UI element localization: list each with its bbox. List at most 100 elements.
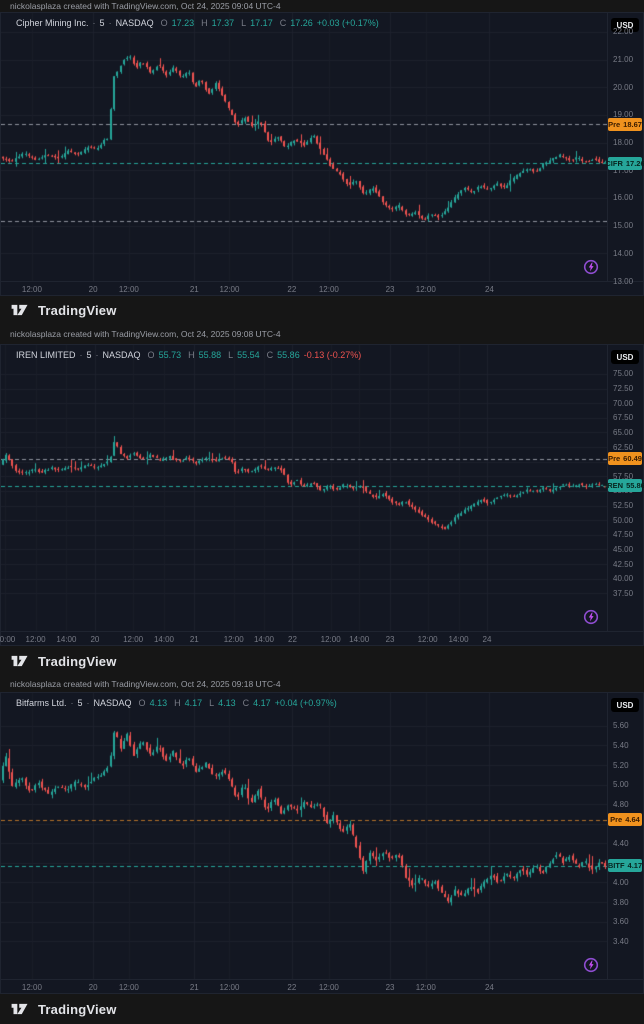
event-bubble-icon[interactable]	[583, 957, 599, 973]
time-label: 21	[189, 983, 199, 992]
price-label: 4.00	[613, 877, 629, 887]
time-label: 12:00	[118, 285, 139, 294]
tradingview-logo-icon[interactable]	[10, 654, 31, 668]
price-label: 62.50	[613, 442, 634, 452]
time-label: 12:00	[318, 285, 339, 294]
ohlc-value: 17.23	[171, 18, 195, 28]
tradingview-logo-icon[interactable]	[10, 303, 31, 317]
chart-section-cifr: nickolasplaza created with TradingView.c…	[0, 0, 644, 324]
ohlc-key: O	[138, 698, 146, 708]
price-label: 65.00	[613, 427, 634, 437]
price-label: 18.00	[613, 138, 634, 148]
time-label: 14:00	[56, 635, 77, 644]
time-label: 14:00	[253, 635, 275, 644]
price-label: 5.40	[613, 740, 629, 750]
event-bubble-icon[interactable]	[583, 259, 599, 275]
ohlc-key: H	[201, 18, 208, 28]
chart-pane[interactable]: Bitfarms Ltd. · 5 · NASDAQ O 4.13 H 4.17 L 4.13 C 4.…	[0, 692, 644, 994]
attribution-text: nickolasplaza created with TradingView.c…	[10, 329, 281, 339]
time-label: 12:00	[21, 983, 42, 992]
ohlc-key: C	[279, 18, 287, 28]
price-label: 15.00	[613, 221, 634, 231]
tradingview-logo-icon[interactable]	[10, 1002, 31, 1016]
time-label: 12:00	[21, 285, 42, 294]
time-label: 20	[90, 635, 100, 644]
separator: ·	[95, 350, 99, 360]
interval-value: 5	[77, 698, 83, 708]
time-label: 22	[287, 983, 297, 992]
time-label: 12:00	[318, 983, 339, 992]
time-axis[interactable]: 12:00 20 12:00 21 12:00 22 12:00 23 12:00 24	[1, 979, 643, 993]
time-label: 10:00	[0, 635, 16, 644]
price-axis[interactable]: USD 37.50 40.00 42.50 45.00 47.50 50.00 52.50 5…	[605, 345, 644, 631]
exchange-name: NASDAQ	[115, 18, 154, 28]
symbol-legend[interactable]: Cipher Mining Inc. · 5 · NASDAQ O 17.23 H 17.37 L…	[16, 18, 379, 28]
time-axis[interactable]: 12:00 20 12:00 21 12:00 22 12:00 23 12:00 24	[1, 281, 643, 295]
ohlc-key: H	[174, 698, 181, 708]
price-axis[interactable]: USD 13.00 14.00 15.00 16.00 17.00 18.00 19.00 2…	[605, 13, 644, 286]
ohlc-value: 4.17	[253, 698, 271, 708]
interval-value: 5	[86, 350, 92, 360]
price-label: 5.60	[613, 721, 629, 731]
change-value: -0.13 (-0.27%)	[303, 350, 362, 360]
candlestick-plot[interactable]	[1, 345, 607, 631]
tradingview-logo-text[interactable]: TradingView	[38, 302, 117, 318]
ohlc-key: O	[160, 18, 168, 28]
time-label: 22	[287, 285, 297, 294]
time-label: 12:00	[219, 983, 240, 992]
symbol-legend[interactable]: IREN LIMITED · 5 · NASDAQ O 55.73 H 55.88 L 55.54 C…	[16, 350, 361, 360]
time-label: 23	[385, 983, 395, 992]
currency-button[interactable]: USD	[611, 698, 639, 712]
ohlc-value: 4.13	[218, 698, 236, 708]
ohlc-value: 55.86	[277, 350, 300, 360]
time-label: 12:00	[417, 635, 438, 644]
ohlc-value: 17.17	[250, 18, 273, 28]
attribution-text: nickolasplaza created with TradingView.c…	[10, 679, 281, 689]
symbol-legend[interactable]: Bitfarms Ltd. · 5 · NASDAQ O 4.13 H 4.17 L 4.13 C 4.…	[16, 698, 337, 708]
ohlc-key: L	[241, 18, 247, 28]
price-axis[interactable]: USD 3.403.603.804.004.204.404.604.805.00…	[607, 693, 643, 979]
price-label: 75.00	[613, 369, 634, 379]
price-label: 16.00	[613, 193, 634, 203]
price-label: 17.00	[613, 165, 634, 175]
price-label: 52.50	[613, 501, 634, 511]
symbol-name: Bitfarms Ltd.	[16, 698, 67, 708]
last-price-badge: IREN 55.86	[605, 479, 644, 493]
tradingview-logo-text[interactable]: TradingView	[38, 653, 117, 669]
separator: ·	[108, 18, 112, 28]
currency-button[interactable]: USD	[611, 18, 639, 32]
price-label: 13.00	[613, 276, 634, 286]
separator: ·	[92, 18, 96, 28]
change-value: +0.03 (+0.17%)	[316, 18, 379, 28]
pre-market-price-badge: Pre 60.49	[608, 452, 642, 466]
candlestick-plot[interactable]	[1, 693, 607, 979]
time-label: 14:00	[153, 635, 175, 644]
price-label: 22.00	[613, 27, 634, 37]
price-label: 67.50	[613, 413, 634, 423]
time-axis[interactable]: 10:00 12:00 14:00 20 12:00 14:00 21 12:00 14:00 2…	[0, 631, 643, 645]
currency-button[interactable]: USD	[611, 350, 639, 364]
time-label: 12:00	[219, 285, 240, 294]
interval-value: 5	[99, 18, 105, 28]
separator: ·	[79, 350, 83, 360]
time-label: 12:00	[118, 983, 139, 992]
event-bubble-icon[interactable]	[583, 609, 599, 625]
price-label: 42.50	[613, 559, 634, 569]
price-label: 5.20	[613, 760, 629, 770]
ohlc-value: 17.37	[211, 18, 235, 28]
price-label: 3.80	[613, 897, 629, 907]
price-label: 72.50	[613, 384, 634, 394]
price-label: 50.00	[613, 515, 634, 525]
time-label: 22	[288, 635, 297, 644]
price-label: 5.00	[613, 780, 629, 790]
ohlc-key: H	[188, 350, 195, 360]
ohlc-key: C	[242, 698, 250, 708]
candlestick-plot[interactable]	[1, 13, 607, 281]
logo-bar: TradingView	[0, 296, 644, 324]
chart-pane[interactable]: Cipher Mining Inc. · 5 · NASDAQ O 17.23 H 17.37 L…	[0, 12, 644, 296]
price-label: 19.00	[613, 110, 634, 120]
chart-pane[interactable]: IREN LIMITED · 5 · NASDAQ O 55.73 H 55.88 L 55.54 C…	[0, 344, 644, 646]
symbol-name: Cipher Mining Inc.	[16, 18, 89, 28]
ohlc-key: O	[147, 350, 155, 360]
tradingview-logo-text[interactable]: TradingView	[38, 1001, 117, 1017]
